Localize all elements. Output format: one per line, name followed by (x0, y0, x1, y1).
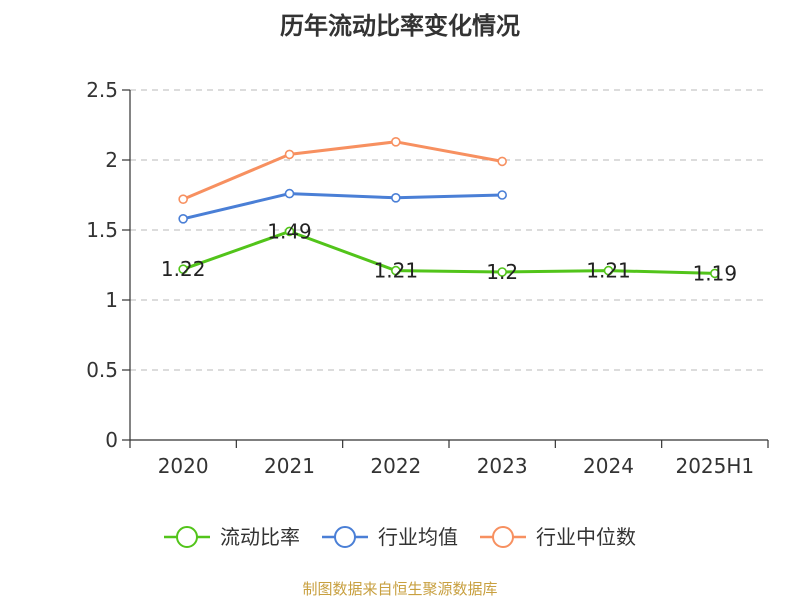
data-point (497, 156, 507, 167)
data-point (497, 190, 507, 200)
y-tick-label: 0.5 (86, 358, 118, 382)
data-source-note: 制图数据来自恒生聚源数据库 (302, 580, 498, 598)
axes (122, 89, 769, 448)
x-tick-label: 2022 (370, 454, 421, 478)
y-axis-ticks: 0 0.5 1 1.5 2 2.5 (86, 78, 118, 452)
series-lines (182, 140, 715, 275)
grid-lines (130, 89, 768, 371)
data-point (284, 226, 295, 237)
legend-marker (176, 526, 198, 548)
data-point (178, 214, 188, 224)
chart-title: 历年流动比率变化情况 (280, 12, 520, 40)
x-axis-ticks: 2020 2021 2022 2023 2024 2025H1 (158, 454, 754, 478)
y-tick-label: 2 (105, 148, 118, 172)
legend-marker (334, 526, 356, 548)
data-point (284, 149, 295, 160)
x-tick-label: 2024 (583, 454, 634, 478)
legend-label: 行业均值 (378, 525, 458, 549)
data-point (391, 193, 401, 203)
data-label: 1.49 (267, 219, 312, 243)
data-label: 1.21 (374, 259, 419, 283)
y-tick-label: 2.5 (86, 78, 118, 102)
data-label: 1.19 (693, 261, 738, 285)
data-point (710, 268, 720, 279)
data-point (603, 265, 614, 276)
legend-marker (492, 526, 514, 548)
legend-label: 行业中位数 (536, 525, 636, 549)
data-label: 1.22 (161, 257, 206, 281)
legend-item[interactable]: 行业中位数 (480, 525, 636, 549)
x-tick-label: 2025H1 (675, 454, 754, 478)
legend-item[interactable]: 行业均值 (322, 525, 458, 549)
series-line (182, 192, 503, 221)
data-point (497, 267, 507, 277)
data-labels: 1.22 1.49 1.21 1.2 1.21 1.19 (161, 219, 737, 285)
series-points (178, 137, 720, 279)
legend-label: 流动比率 (220, 525, 300, 549)
data-point (178, 264, 188, 275)
series-line (182, 229, 715, 275)
data-label: 1.2 (486, 260, 518, 284)
x-tick-label: 2020 (158, 454, 209, 478)
data-point (284, 188, 295, 199)
data-point (178, 194, 188, 204)
x-tick-label: 2021 (264, 454, 315, 478)
legend-item[interactable]: 流动比率 (164, 525, 300, 549)
legend: 流动比率 行业均值 行业中位数 (164, 525, 636, 549)
data-point (391, 265, 401, 276)
data-label: 1.21 (586, 259, 631, 283)
data-point (391, 137, 401, 147)
y-tick-label: 1 (105, 288, 118, 312)
x-tick-label: 2023 (477, 454, 528, 478)
series-line (182, 140, 503, 201)
y-tick-label: 0 (105, 428, 118, 452)
y-tick-label: 1.5 (86, 218, 118, 242)
